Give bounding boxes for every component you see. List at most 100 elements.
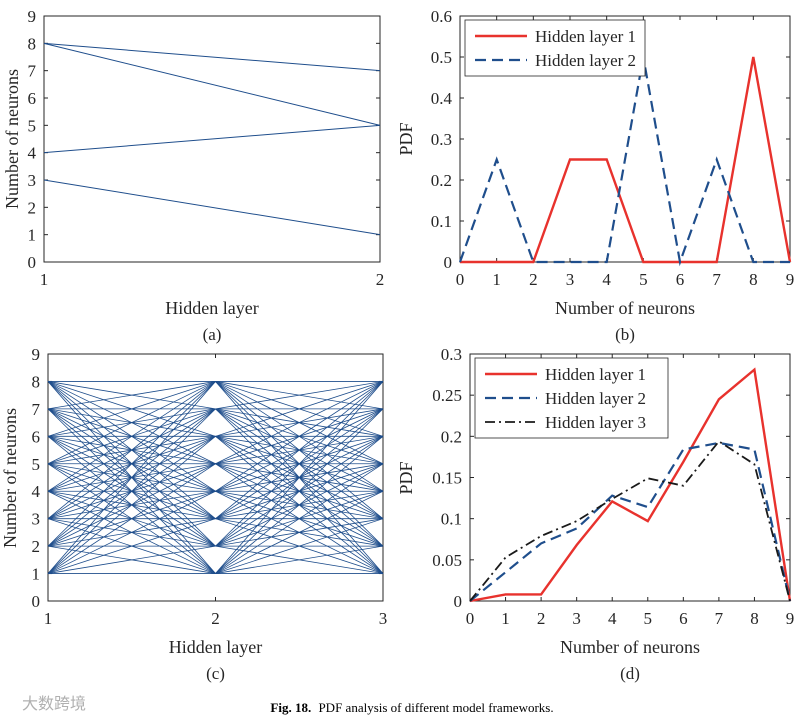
y-tick-label-d: 0.1 (441, 510, 462, 529)
panel-label-d: (d) (620, 664, 640, 683)
y-tick-label-c: 8 (32, 372, 41, 391)
panel-d-chart: 0 1 2 3 4 5 6 7 8 9 0 0.05 0.1 0.15 0.2 0.25 0.3 Number o… (396, 345, 794, 683)
series-line-d-3 (469, 440, 791, 602)
x-tick-label-b: 2 (529, 270, 538, 289)
connection-line-c (47, 436, 216, 574)
y-axis-label-b: PDF (396, 122, 416, 155)
legend-label-b-1: Hidden layer 1 (535, 27, 636, 46)
connection-line-c (215, 518, 384, 574)
figure-caption-label: Fig. 18. (270, 700, 311, 715)
y-tick-label-a: 3 (28, 171, 37, 190)
x-tick-label-d: 7 (715, 609, 724, 628)
connection-line-c (47, 381, 216, 410)
connection-line-c (215, 436, 384, 574)
connection-line-c (215, 381, 384, 437)
x-tick-label-b: 5 (639, 270, 648, 289)
connection-line-c (47, 381, 216, 519)
x-tick-label-d: 2 (537, 609, 546, 628)
x-tick-label-c: 2 (211, 609, 220, 628)
y-tick-label-d: 0.15 (432, 469, 462, 488)
y-tick-label-a: 8 (28, 34, 37, 53)
connection-line-c (47, 381, 216, 465)
y-tick-label-a: 0 (28, 253, 37, 272)
y-tick-label-c: 2 (32, 537, 41, 556)
y-tick-label-a: 4 (28, 144, 37, 163)
y-tick-label-d: 0.3 (441, 345, 462, 364)
y-tick-label-d: 0 (454, 592, 463, 611)
panel-b-chart: 0 1 2 3 4 5 6 7 8 9 0 0.1 0.2 0.3 0.4 0.5 0.6 Number of n… (396, 7, 794, 344)
y-tick-label-c: 9 (32, 345, 41, 364)
y-tick-label-a: 1 (28, 226, 37, 245)
legend-box-b (464, 19, 646, 77)
y-tick-label-b: 0.1 (431, 212, 452, 231)
legend-label-d-1: Hidden layer 1 (545, 365, 646, 384)
x-axis-label-b: Number of neurons (555, 298, 695, 318)
x-tick-label-d: 3 (572, 609, 581, 628)
x-tick-label-b: 1 (492, 270, 501, 289)
x-tick-label-b: 6 (676, 270, 685, 289)
x-tick-label-d: 0 (466, 609, 475, 628)
watermark-text: 大数跨境 (22, 694, 86, 713)
legend-label-d-3: Hidden layer 3 (545, 413, 646, 432)
y-axis-label-d: PDF (396, 461, 416, 494)
y-tick-label-d: 0.25 (432, 386, 462, 405)
connection-line-c (47, 381, 216, 574)
panel-label-b: (b) (615, 325, 635, 344)
y-tick-label-b: 0 (444, 253, 453, 272)
x-tick-label-b: 3 (566, 270, 575, 289)
connection-line-c (47, 518, 216, 574)
panel-label-c: (c) (206, 664, 225, 683)
y-tick-label-d: 0.2 (441, 427, 462, 446)
x-axis-label-a: Hidden layer (165, 298, 258, 318)
connection-line-c (215, 381, 384, 492)
y-tick-label-a: 2 (28, 198, 37, 217)
connection-line-c (215, 381, 384, 410)
x-tick-label-b: 9 (786, 270, 795, 289)
panel-label-a: (a) (203, 325, 222, 344)
connection-line-c (47, 381, 216, 437)
x-tick-label-d: 4 (608, 609, 617, 628)
y-tick-label-a: 5 (28, 116, 37, 135)
connection-line-c (215, 408, 384, 574)
x-tick-label-b: 7 (712, 270, 721, 289)
x-tick-label-b: 4 (602, 270, 611, 289)
x-axis-label-c: Hidden layer (169, 637, 262, 657)
x-tick-label-d: 1 (501, 609, 510, 628)
y-tick-label-b: 0.3 (431, 130, 452, 149)
connection-line-c (215, 463, 384, 574)
y-tick-label-d: 0.05 (432, 551, 462, 570)
y-axis-label-c: Number of neurons (0, 408, 20, 548)
series-line-b-2 (458, 56, 790, 267)
figure-caption-text: PDF analysis of different model framewor… (318, 700, 553, 715)
connection-line-c (47, 381, 216, 492)
y-tick-label-c: 4 (32, 482, 41, 501)
y-tick-label-c: 7 (32, 400, 41, 419)
series-line-d-2 (469, 441, 792, 602)
legend-label-d-2: Hidden layer 2 (545, 389, 646, 408)
series-line-d-1 (469, 367, 792, 603)
x-tick-label-d: 9 (786, 609, 795, 628)
x-tick-label-b: 8 (749, 270, 758, 289)
y-axis-label-a: Number of neurons (2, 69, 22, 209)
y-tick-label-a: 7 (28, 62, 37, 81)
connection-line-a (43, 179, 381, 236)
x-tick-label-d: 6 (679, 609, 688, 628)
x-tick-label-c: 3 (379, 609, 388, 628)
connection-line-c (47, 545, 216, 574)
connection-line-c (215, 490, 384, 574)
connection-line-c (215, 381, 384, 519)
legend-label-b-2: Hidden layer 2 (535, 51, 636, 70)
y-tick-label-b: 0.5 (431, 48, 452, 67)
y-tick-label-a: 9 (28, 7, 37, 26)
y-tick-label-b: 0.6 (431, 7, 452, 26)
connection-line-c (47, 408, 216, 574)
x-tick-label-a: 1 (40, 270, 49, 289)
y-tick-label-c: 5 (32, 455, 41, 474)
x-tick-label-d: 8 (750, 609, 759, 628)
connection-line-a (43, 42, 381, 126)
connection-line-a (43, 42, 381, 72)
y-tick-label-a: 6 (28, 89, 37, 108)
y-tick-label-b: 0.2 (431, 171, 452, 190)
connection-line-a (43, 124, 381, 154)
